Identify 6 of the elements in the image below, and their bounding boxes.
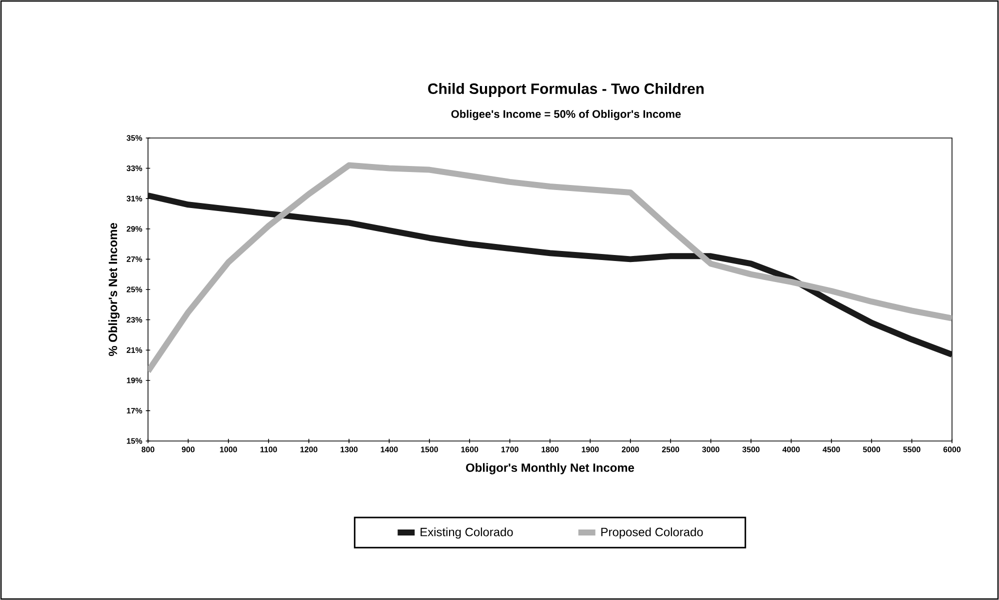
legend-label: Existing Colorado xyxy=(420,527,513,539)
chart-title: Child Support Formulas - Two Children xyxy=(428,83,704,97)
y-axis-title: % Obligor's Net Income xyxy=(108,223,120,356)
x-axis-title: Obligor's Monthly Net Income xyxy=(466,463,634,474)
chart-subtitle: Obligee's Income = 50% of Obligor's Income xyxy=(451,110,681,120)
legend-label: Proposed Colorado xyxy=(601,527,703,539)
